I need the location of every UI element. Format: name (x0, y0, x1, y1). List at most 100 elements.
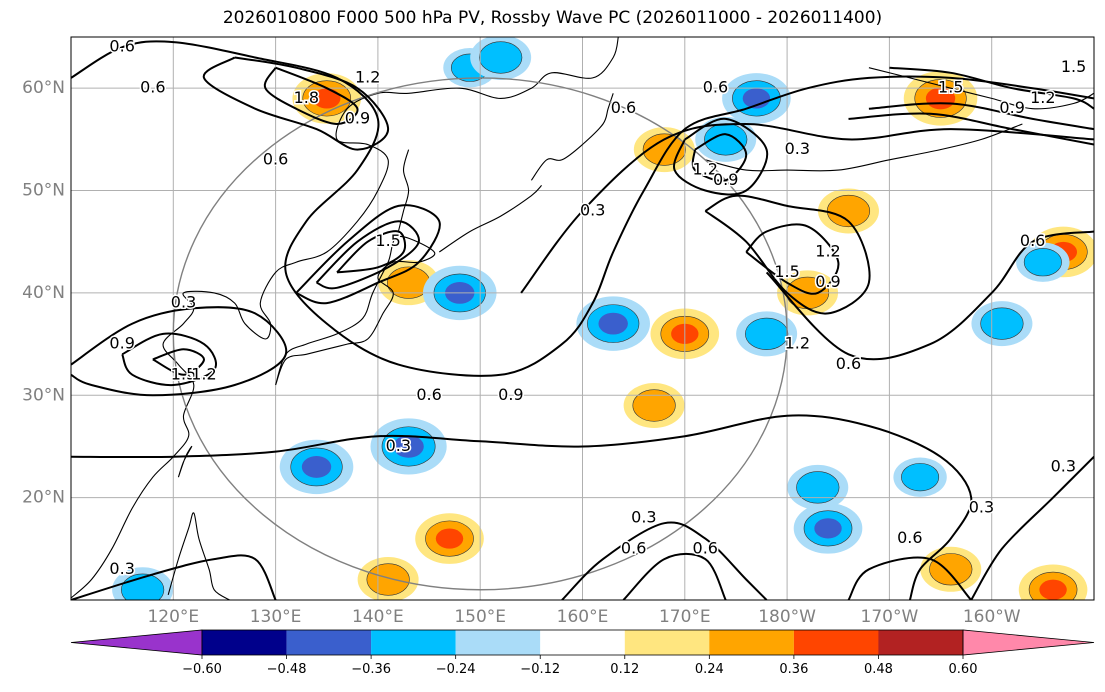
pv-anomaly-fill-level (796, 471, 840, 504)
contour-label: 0.3 (109, 559, 134, 578)
pv-anomaly-patch (357, 557, 419, 600)
pv-anomaly-fill-level (632, 389, 676, 422)
lon-tick-label: 150°E (454, 607, 506, 627)
pv-anomaly-patch (279, 439, 354, 495)
contour-label: 1.5 (774, 262, 799, 281)
pv-contour-line (336, 230, 406, 274)
colorbar-segment (455, 630, 541, 655)
pv-anomaly-patch (292, 73, 362, 124)
pv-contour-line (71, 306, 288, 397)
contour-label: 0.9 (345, 108, 370, 127)
contour-label: 1.2 (693, 160, 718, 179)
pv-contour-line (71, 414, 973, 600)
pv-contour-line (970, 455, 1094, 600)
contour-label: 1.2 (785, 334, 810, 353)
contour-labels: 0.60.61.80.91.20.61.50.30.91.51.20.60.60… (108, 37, 1088, 579)
contour-label: 0.6 (140, 78, 165, 97)
pv-anomaly-fill-level (121, 573, 165, 600)
lon-tick-label: 170°E (659, 607, 711, 627)
coastline-asia-east-coast (71, 37, 619, 599)
contour-label: 0.6 (416, 385, 441, 404)
pv-anomaly-fill-level (366, 563, 410, 596)
lon-tick-label: 140°E (352, 607, 404, 627)
lat-tick-label: 30°N (22, 385, 65, 405)
contour-label: 0.3 (580, 201, 605, 220)
colorbar-tick-label: −0.24 (436, 662, 476, 677)
contour-label: 1.2 (355, 67, 380, 86)
pv-anomaly-patch (920, 546, 982, 592)
contour-label: 1.2 (191, 364, 216, 383)
colorbar-outline (201, 629, 964, 656)
pv-anomaly-fill-level (301, 456, 332, 478)
pv-anomaly-fill-level (435, 528, 464, 549)
pv-anomaly-patch (415, 513, 484, 564)
coastline-aleutians (705, 123, 1023, 172)
contour-label: 1.2 (1030, 88, 1055, 107)
colorbar-extend-high (962, 629, 1095, 656)
colorbar-tick-label: 0.48 (864, 662, 893, 677)
colorbar-tick-label: −0.36 (351, 662, 391, 677)
pv-contour-line (745, 223, 840, 295)
pv-anomaly-patch (971, 301, 1033, 347)
colorbar-segment (286, 630, 372, 655)
coastline-kamchatka (530, 93, 614, 181)
contour-label: 0.6 (611, 98, 636, 117)
pv-anomaly-fill-level (479, 41, 523, 74)
pv-contour-line (71, 40, 1094, 377)
colorbar-tick-label: −0.60 (182, 662, 222, 677)
pv-anomaly-patch (1016, 242, 1070, 282)
pv-anomaly-patch (1018, 564, 1088, 600)
colorbar-tick-label: −0.12 (520, 662, 560, 677)
pv-contour-line (295, 204, 441, 305)
pv-anomaly-fill-level (393, 435, 424, 458)
contour-label: 1.5 (1061, 57, 1086, 76)
colorbar-tick-label: 0.24 (695, 662, 724, 677)
coastline-alaska (868, 67, 1094, 110)
lat-tick-label: 50°N (22, 181, 65, 201)
contour-label: 1.5 (171, 364, 196, 383)
contour-label: 1.8 (294, 88, 319, 107)
pv-anomaly-fills (112, 37, 1094, 600)
colorbar-segment (709, 630, 794, 655)
pv-anomaly-fill-level (980, 307, 1024, 340)
contour-label: 0.9 (498, 385, 523, 404)
colorbar-segment (878, 630, 963, 655)
coastline-kuril (438, 185, 543, 253)
lat-tick-label: 60°N (22, 78, 65, 98)
coastline-philippines (167, 512, 230, 600)
colorbar: −0.60 −0.48 −0.36 −0.24 −0.12 0.12 0.24 0.36 0.4… (70, 629, 1095, 677)
contour-label: 0.3 (631, 508, 656, 527)
coastline-taiwan (177, 445, 193, 478)
colorbar-segment (793, 630, 879, 655)
pv-contour-line (889, 66, 1094, 110)
contour-label: 0.6 (836, 354, 861, 373)
pv-contour-line (263, 66, 359, 126)
lon-tick-label: 170°W (861, 607, 919, 627)
contour-label: 0.6 (703, 78, 728, 97)
pv-anomaly-patch (576, 296, 650, 351)
pv-anomaly-patch (633, 127, 695, 173)
coastline-japan (275, 236, 436, 386)
pv-anomaly-fill-level (1039, 579, 1067, 600)
contour-label: 0.6 (621, 538, 646, 557)
pv-contour-line (561, 521, 768, 600)
pv-contour-line (202, 56, 390, 151)
lat-tick-label: 20°N (22, 488, 65, 508)
colorbar-tick-label: 0.36 (779, 662, 808, 677)
map-title: 2026010800 F000 500 hPa PV, Rossby Wave … (222, 8, 883, 28)
contour-label: 0.9 (713, 170, 738, 189)
pv-anomaly-fill-level (745, 317, 789, 350)
pv-anomaly-patch (623, 383, 685, 429)
pv-anomaly-patch (736, 311, 798, 357)
pv-anomaly-patch (722, 73, 791, 124)
contour-label: 0.3 (969, 497, 994, 516)
pv-anomaly-fill-level (929, 553, 973, 586)
contour-label: 0.3 (171, 293, 196, 312)
pv-anomaly-patch (787, 464, 849, 510)
colorbar-segment (371, 630, 456, 655)
contour-label: 0.6 (897, 528, 922, 547)
pv-anomaly-fill-level (814, 518, 842, 539)
contour-label: 0.6 (693, 538, 718, 557)
colorbar-segment (540, 630, 625, 655)
colorbar-segment (202, 630, 287, 655)
